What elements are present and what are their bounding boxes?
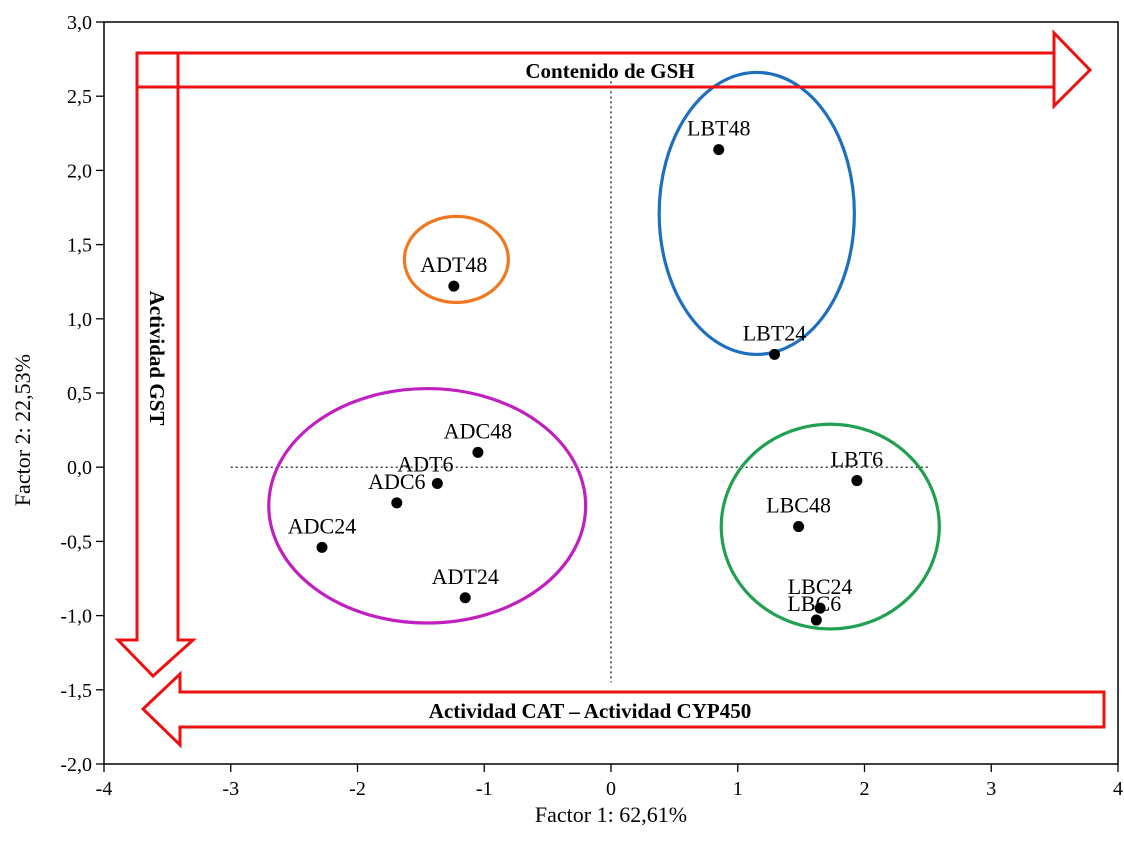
data-point-adt48 — [448, 280, 460, 292]
x-tick-label: -2 — [349, 778, 366, 800]
y-tick-label: 3,0 — [67, 12, 92, 34]
data-point-adc24 — [316, 541, 328, 553]
data-point-adc6 — [391, 497, 403, 509]
y-tick-label: -1,0 — [60, 606, 92, 628]
point-label-adt24: ADT24 — [432, 564, 499, 589]
point-label-lbt6: LBT6 — [831, 447, 884, 472]
arrow-left-cat-cyp450 — [140, 670, 1106, 749]
x-axis-ticks: -4 -3 -2 -1 0 1 2 3 4 — [96, 764, 1123, 800]
x-tick-label: 4 — [1113, 778, 1123, 800]
point-label-adc24: ADC24 — [288, 513, 356, 538]
data-point-lbc48 — [793, 521, 805, 533]
group-ellipse-2 — [402, 214, 510, 305]
y-tick-label: 0,0 — [67, 457, 92, 479]
group-ellipse-4 — [719, 422, 941, 631]
point-label-lbc6: LBC6 — [787, 591, 841, 616]
data-point-adc48 — [472, 446, 484, 458]
group-ellipses — [267, 70, 941, 631]
y-tick-label: 2,5 — [67, 86, 92, 108]
y-tick-label: -0,5 — [60, 531, 92, 553]
y-tick-label: 2,0 — [67, 160, 92, 182]
data-point-lbc6 — [810, 614, 822, 626]
x-tick-label: 1 — [733, 778, 743, 800]
x-axis-label: Factor 1: 62,61% — [535, 802, 687, 827]
x-tick-label: 0 — [606, 778, 616, 800]
point-label-lbt48: LBT48 — [687, 116, 751, 141]
data-point-lbt24 — [769, 348, 781, 360]
point-label-adc6: ADC6 — [368, 469, 425, 494]
y-tick-label: 0,5 — [67, 383, 92, 405]
y-axis-ticks: -2,0 -1,5 -1,0 -0,5 0,0 0,5 1,0 1,5 2,0 2,5 3,0 — [60, 12, 104, 776]
group-ellipse-1 — [657, 70, 856, 357]
point-label-lbt24: LBT24 — [743, 320, 807, 345]
y-tick-label: -2,0 — [60, 754, 92, 776]
point-label-lbc24: LBC24 — [788, 574, 853, 599]
group-ellipse-3 — [267, 386, 588, 625]
arrow-label-gst: Actividad GST — [145, 291, 169, 426]
arrow-label-cat-cyp450: Actividad CAT – Actividad CYP450 — [429, 699, 751, 723]
annotation-arrows: Contenido de GSH Actividad GST Actividad C… — [114, 29, 1106, 749]
point-label-adt6: ADT6 — [397, 452, 453, 477]
x-tick-label: 3 — [986, 778, 996, 800]
arrow-label-gsh: Contenido de GSH — [525, 59, 694, 83]
y-axis-label: Factor 2: 22,53% — [10, 354, 35, 506]
data-point-lbt6 — [851, 475, 863, 487]
arrow-down-gst — [114, 51, 197, 679]
data-point-lbc24 — [814, 602, 826, 614]
x-tick-label: -4 — [96, 778, 113, 800]
reference-lines — [230, 81, 928, 683]
arrow-right-gsh — [135, 29, 1093, 110]
y-tick-label: 1,5 — [67, 235, 92, 257]
data-point-lbt48 — [713, 144, 725, 156]
x-tick-label: 2 — [860, 778, 870, 800]
y-tick-label: 1,0 — [67, 309, 92, 331]
point-label-adc48: ADC48 — [444, 418, 512, 443]
x-tick-label: -3 — [222, 778, 239, 800]
y-tick-label: -1,5 — [60, 680, 92, 702]
point-label-lbc48: LBC48 — [766, 493, 831, 518]
x-tick-label: -1 — [476, 778, 493, 800]
data-point-adt6 — [431, 478, 443, 490]
point-label-adt48: ADT48 — [420, 252, 487, 277]
data-point-adt24 — [459, 592, 471, 604]
